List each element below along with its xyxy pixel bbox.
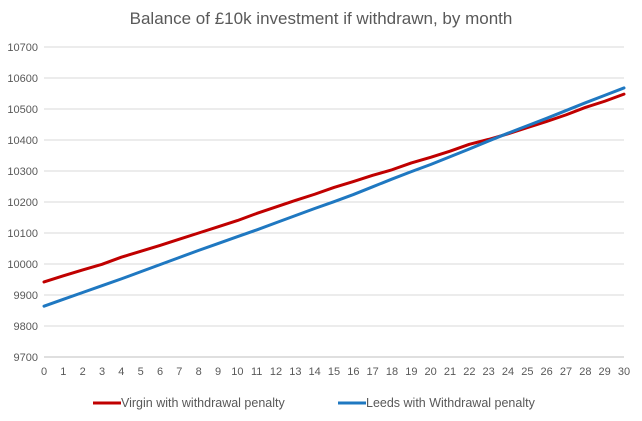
y-tick-label: 10600 [7, 73, 38, 85]
x-tick-label: 24 [502, 366, 514, 378]
x-tick-label: 10 [231, 366, 243, 378]
legend: Virgin with withdrawal penalty Leeds with… [93, 396, 536, 410]
x-tick-label: 25 [521, 366, 533, 378]
y-axis-ticks: 9700 9800 9900 10000 10100 10200 10300 10400 105… [7, 42, 38, 364]
x-tick-label: 21 [444, 366, 456, 378]
x-tick-label: 6 [157, 366, 163, 378]
y-tick-label: 10400 [7, 135, 38, 147]
y-tick-label: 10100 [7, 228, 38, 240]
legend-label-1: Virgin with withdrawal penalty [121, 396, 285, 410]
y-tick-label: 10000 [7, 259, 38, 271]
series-line-1 [42, 92, 626, 284]
x-tick-label: 26 [541, 366, 553, 378]
x-tick-label: 7 [176, 366, 182, 378]
x-tick-label: 5 [138, 366, 144, 378]
x-tick-label: 28 [579, 366, 591, 378]
x-tick-label: 16 [347, 366, 359, 378]
x-axis-ticks: 0 1 2 3 4 5 6 7 8 9 10 11 12 13 14 15 16 17 18 19 20 21 22 23 24… [41, 366, 630, 378]
legend-label-2: Leeds with Withdrawal penalty [366, 396, 536, 410]
x-tick-label: 30 [618, 366, 630, 378]
x-tick-label: 27 [560, 366, 572, 378]
x-tick-label: 23 [483, 366, 495, 378]
x-tick-label: 18 [386, 366, 398, 378]
x-tick-label: 2 [80, 366, 86, 378]
y-tick-label: 9700 [14, 352, 38, 364]
x-tick-label: 22 [463, 366, 475, 378]
x-tick-label: 13 [289, 366, 301, 378]
x-tick-label: 15 [328, 366, 340, 378]
y-tick-label: 9900 [14, 290, 38, 302]
x-tick-label: 9 [215, 366, 221, 378]
x-tick-label: 12 [270, 366, 282, 378]
x-tick-label: 0 [41, 366, 47, 378]
x-tick-label: 3 [99, 366, 105, 378]
x-tick-label: 4 [118, 366, 124, 378]
y-tick-label: 10300 [7, 166, 38, 178]
x-tick-label: 14 [309, 366, 321, 378]
chart-title: Balance of £10k investment if withdrawn,… [130, 9, 513, 28]
x-tick-label: 1 [60, 366, 66, 378]
series-lines [42, 86, 626, 308]
x-tick-label: 19 [405, 366, 417, 378]
y-tick-label: 9800 [14, 321, 38, 333]
y-tick-label: 10700 [7, 42, 38, 54]
y-tick-label: 10500 [7, 104, 38, 116]
y-tick-label: 10200 [7, 197, 38, 209]
x-tick-label: 20 [425, 366, 437, 378]
x-tick-label: 17 [367, 366, 379, 378]
x-tick-label: 29 [599, 366, 611, 378]
x-tick-label: 11 [251, 366, 262, 378]
x-tick-label: 8 [196, 366, 202, 378]
series-line-2 [42, 86, 626, 308]
